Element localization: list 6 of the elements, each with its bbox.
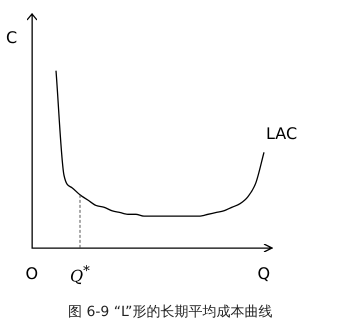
y-axis-title: C: [6, 28, 18, 47]
series-label: LAC: [266, 124, 298, 144]
x-tick-label: Q$^{*}$: [70, 263, 90, 286]
text: 图 6-9 “L”形的长期平均成本曲线: [68, 303, 272, 321]
x-tick-label: O: [26, 264, 38, 283]
x-tick-label: Q: [258, 264, 270, 283]
